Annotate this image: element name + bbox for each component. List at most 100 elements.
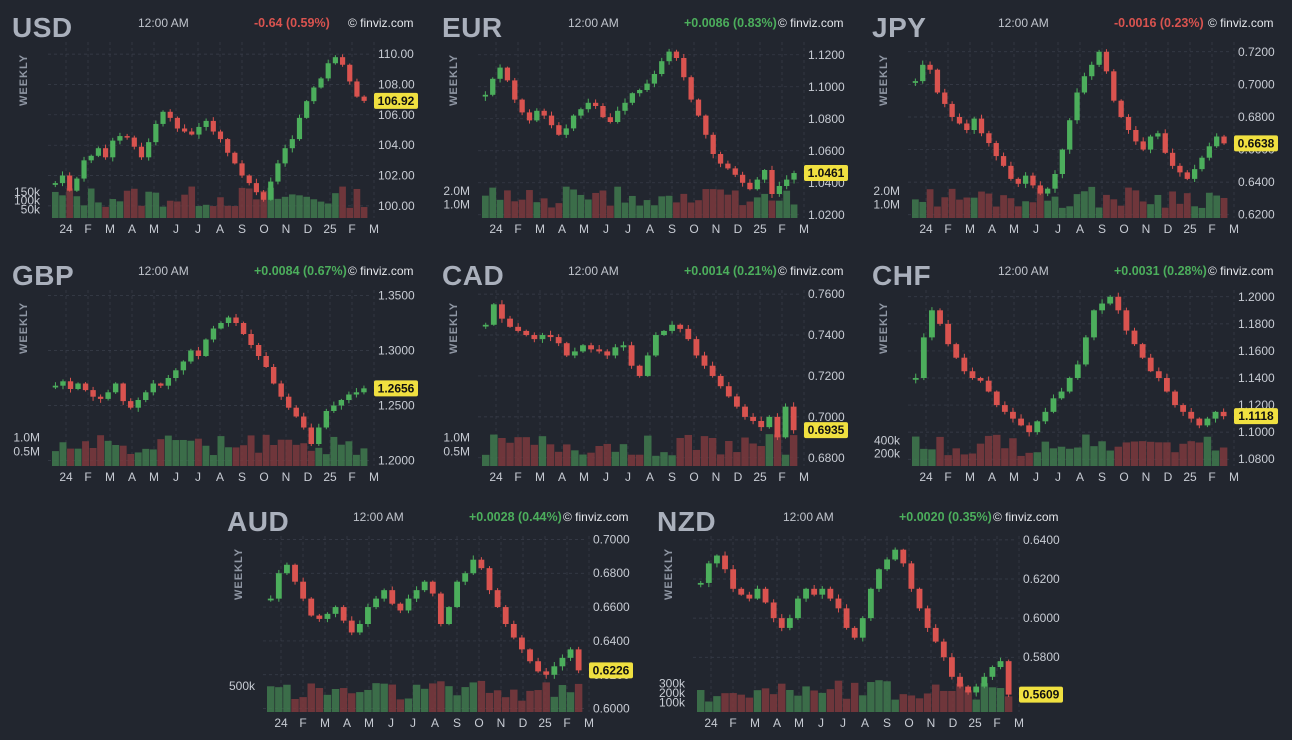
x-tick-label: 25 [753, 470, 767, 484]
candle-body [308, 427, 314, 444]
volume-bar [749, 443, 757, 466]
volume-bar [592, 192, 599, 218]
candle-body [275, 163, 281, 182]
candle-body [567, 649, 574, 658]
chart-panel-eur[interactable]: 1.1200 1.1000 1.0800 1.0600 1.0400 1.0200 2.0M… [430, 6, 860, 246]
candle-body [563, 128, 569, 135]
volume-bar [240, 445, 248, 466]
volume-bar [275, 687, 283, 712]
chart-panel-usd[interactable]: 110.00 108.00 106.00 104.00 102.00 100.00 150k… [0, 6, 430, 246]
volume-bar [899, 694, 908, 712]
volume-bar [818, 692, 826, 712]
volume-bar [80, 205, 88, 218]
candle-body [165, 378, 172, 386]
source-link[interactable]: © finviz.com [1208, 264, 1274, 278]
chart-panel-nzd[interactable]: 0.6400 0.6200 0.6000 0.5800 300k 200k 100k 24 F M… [645, 500, 1075, 740]
candle-body [1026, 425, 1033, 433]
volume-bar [729, 693, 737, 712]
source-link[interactable]: © finviz.com [778, 16, 844, 30]
x-tick-label: M [1229, 222, 1239, 236]
candle-body [1066, 378, 1073, 392]
source-link[interactable]: © finviz.com [1208, 16, 1274, 30]
x-tick-label: M [320, 716, 330, 730]
volume-bar [255, 452, 263, 466]
candle-body [225, 139, 231, 153]
candle-body [1059, 149, 1066, 174]
x-tick-label: O [1119, 222, 1128, 236]
volume-bar [179, 439, 187, 466]
volume-bar [996, 688, 1005, 712]
candle-body [1050, 398, 1057, 412]
candle-body [949, 103, 955, 117]
volume-bar [1146, 441, 1155, 466]
volume-bar [322, 454, 330, 466]
volume-bar [1163, 442, 1171, 466]
x-tick-label: S [1098, 222, 1106, 236]
candle-body [210, 328, 217, 340]
candle-body [158, 383, 164, 386]
volume-bar [526, 690, 534, 712]
candle-body [486, 568, 493, 591]
chart-panel-cad[interactable]: 0.7600 0.7400 0.7200 0.7000 0.6800 1.0M 0.5M 24… [430, 254, 860, 494]
x-tick-label: J [625, 222, 631, 236]
candle-body [762, 588, 769, 603]
candle-body [1089, 64, 1095, 77]
candle-body [556, 125, 562, 135]
volume-bar [867, 682, 875, 712]
candle-body [138, 146, 145, 158]
candle-body [867, 588, 874, 619]
volume-bar [765, 434, 774, 466]
volume-bar [506, 442, 514, 466]
candle-body [1074, 92, 1080, 121]
volume-bar [485, 692, 494, 712]
volume-bar [52, 451, 59, 466]
volume-bar [1110, 199, 1118, 218]
volume-bar [570, 189, 577, 218]
x-tick-label: F [729, 716, 736, 730]
source-link[interactable]: © finviz.com [778, 264, 844, 278]
candle-body [644, 83, 650, 90]
candle-body [527, 649, 533, 662]
y-tick-label: 1.1800 [1238, 317, 1275, 331]
volume-bar [270, 444, 278, 466]
volume-bar [992, 206, 1000, 218]
candle-body [571, 351, 578, 356]
volume-bar [1098, 441, 1106, 466]
chart-panel-jpy[interactable]: 0.72000.70000.68000.66000.64000.62002.0M… [860, 6, 1290, 246]
source-link[interactable]: © finviz.com [563, 510, 629, 524]
chart-panel-aud[interactable]: 0.70000.68000.66000.64000.62000.6000500k… [215, 500, 645, 740]
volume-bar [159, 206, 167, 218]
candle-body [196, 126, 202, 135]
x-tick-label: N [1142, 222, 1151, 236]
source-link[interactable]: © finviz.com [993, 510, 1059, 524]
candle-body [531, 335, 538, 340]
candle-body [1184, 172, 1190, 179]
volume-bar [980, 683, 989, 712]
candle-body [1008, 165, 1014, 179]
x-tick-label: A [646, 470, 654, 484]
volume-bar [429, 683, 437, 712]
volume-bar [482, 195, 489, 218]
candle-body [1111, 71, 1117, 101]
volume-bar [489, 187, 497, 218]
last-price-badge [1234, 408, 1278, 425]
candle-body [311, 87, 317, 102]
volume-bar [1044, 200, 1052, 218]
chart-panel-gbp[interactable]: 1.3500 1.3000 1.2500 1.2000 1.0M 0.5M 24 F M A M J J… [0, 254, 430, 494]
candle-body [289, 139, 295, 149]
volume-bar [928, 449, 936, 466]
candle-body [659, 61, 665, 74]
x-tick-label: A [216, 470, 224, 484]
y-tick-label: 102.00 [378, 169, 415, 183]
candle-body [1058, 391, 1065, 399]
source-link[interactable]: © finviz.com [348, 264, 414, 278]
x-tick-label: 24 [489, 222, 503, 236]
source-link[interactable]: © finviz.com [348, 16, 414, 30]
volume-bar [116, 201, 124, 218]
volume-bar [721, 693, 729, 712]
chart-panel-chf[interactable]: 1.2000 1.1800 1.1600 1.1400 1.1200 1.1000 1.08… [860, 254, 1290, 494]
x-tick-label: F [348, 222, 355, 236]
volume-bar [217, 197, 224, 218]
volume-bar [1195, 442, 1204, 466]
